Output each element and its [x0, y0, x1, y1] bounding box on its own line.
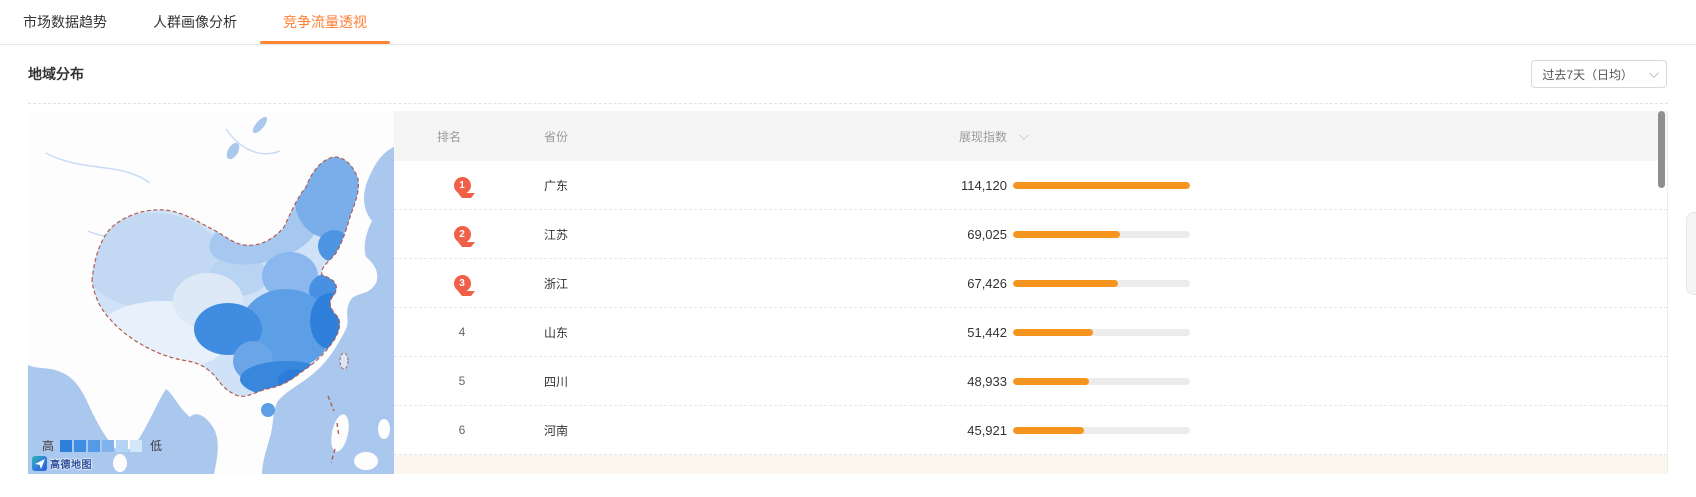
index-value: 67,426 [967, 275, 1007, 291]
index-value: 45,921 [967, 422, 1007, 438]
province-name: 江苏 [544, 227, 569, 242]
province-name: 广东 [544, 178, 569, 193]
province-name: 浙江 [544, 276, 569, 291]
rank-medal-icon: 3 [453, 274, 475, 296]
table-row[interactable]: 5 四川 48,933 [394, 357, 1667, 406]
index-value: 48,933 [967, 373, 1007, 389]
table-scrollbar-thumb[interactable] [1658, 111, 1665, 188]
table-header-row: 排名 省份 展现指数 [394, 111, 1667, 161]
table-row[interactable]: 3 浙江 67,426 [394, 259, 1667, 308]
province-name: 河南 [544, 423, 569, 438]
floating-panel-handle[interactable] [1686, 212, 1696, 295]
highlighted-row-clipped [394, 455, 1667, 474]
province-ranking-table: 排名 省份 展现指数 1 广东 114,120 2 江苏 69,025 3 浙江 [394, 111, 1668, 474]
index-bar [1013, 426, 1190, 434]
index-value: 51,442 [967, 324, 1007, 340]
table-row[interactable]: 2 江苏 69,025 [394, 210, 1667, 259]
index-bar [1013, 328, 1190, 336]
header-index: 展现指数 [958, 129, 1007, 144]
legend-color-scale [60, 439, 144, 452]
rank-number: 4 [458, 325, 466, 339]
china-choropleth-map[interactable]: 高 低 高德地图 [28, 111, 394, 474]
index-bar [1013, 230, 1190, 238]
province-name: 四川 [544, 374, 569, 389]
header-rank: 排名 [437, 129, 462, 144]
sort-chevron-down-icon[interactable] [1018, 129, 1029, 140]
tab-crowd-portrait[interactable]: 人群画像分析 [153, 14, 237, 30]
rank-number: 6 [458, 423, 466, 437]
time-range-select[interactable]: 过去7天（日均） [1531, 60, 1667, 88]
rank-medal-icon: 1 [453, 176, 475, 198]
index-bar [1013, 181, 1190, 189]
amap-logo-icon [32, 456, 47, 471]
tab-bar: 市场数据趋势 人群画像分析 竞争流量透视 [0, 0, 1696, 45]
index-value: 114,120 [960, 177, 1007, 193]
map-canvas [28, 111, 394, 474]
province-name: 山东 [544, 325, 569, 340]
map-legend: 高 低 [42, 437, 162, 454]
tab-competitive-traffic[interactable]: 竞争流量透视 [260, 0, 390, 44]
table-row[interactable]: 4 山东 51,442 [394, 308, 1667, 357]
section-header: 地域分布 过去7天（日均） [0, 45, 1696, 103]
index-value: 69,025 [967, 226, 1007, 242]
map-attribution-label: 高德地图 [50, 460, 92, 471]
index-bar [1013, 279, 1190, 287]
index-bar [1013, 377, 1190, 385]
header-province: 省份 [544, 129, 569, 144]
table-row[interactable]: 6 河南 45,921 [394, 406, 1667, 455]
tab-market-data-trend[interactable]: 市场数据趋势 [23, 14, 107, 30]
legend-low-label: 低 [150, 439, 163, 453]
page-title: 地域分布 [28, 66, 84, 82]
chevron-down-icon [1648, 67, 1659, 78]
region-distribution-panel: 高 低 高德地图 排名 省份 展现指数 1 广东 114, [28, 103, 1668, 474]
legend-high-label: 高 [42, 439, 55, 453]
rank-number: 5 [458, 374, 466, 388]
map-attribution: 高德地图 [32, 456, 92, 471]
table-row[interactable]: 1 广东 114,120 [394, 161, 1667, 210]
time-range-value: 过去7天（日均） [1542, 67, 1633, 82]
rank-medal-icon: 2 [453, 225, 475, 247]
